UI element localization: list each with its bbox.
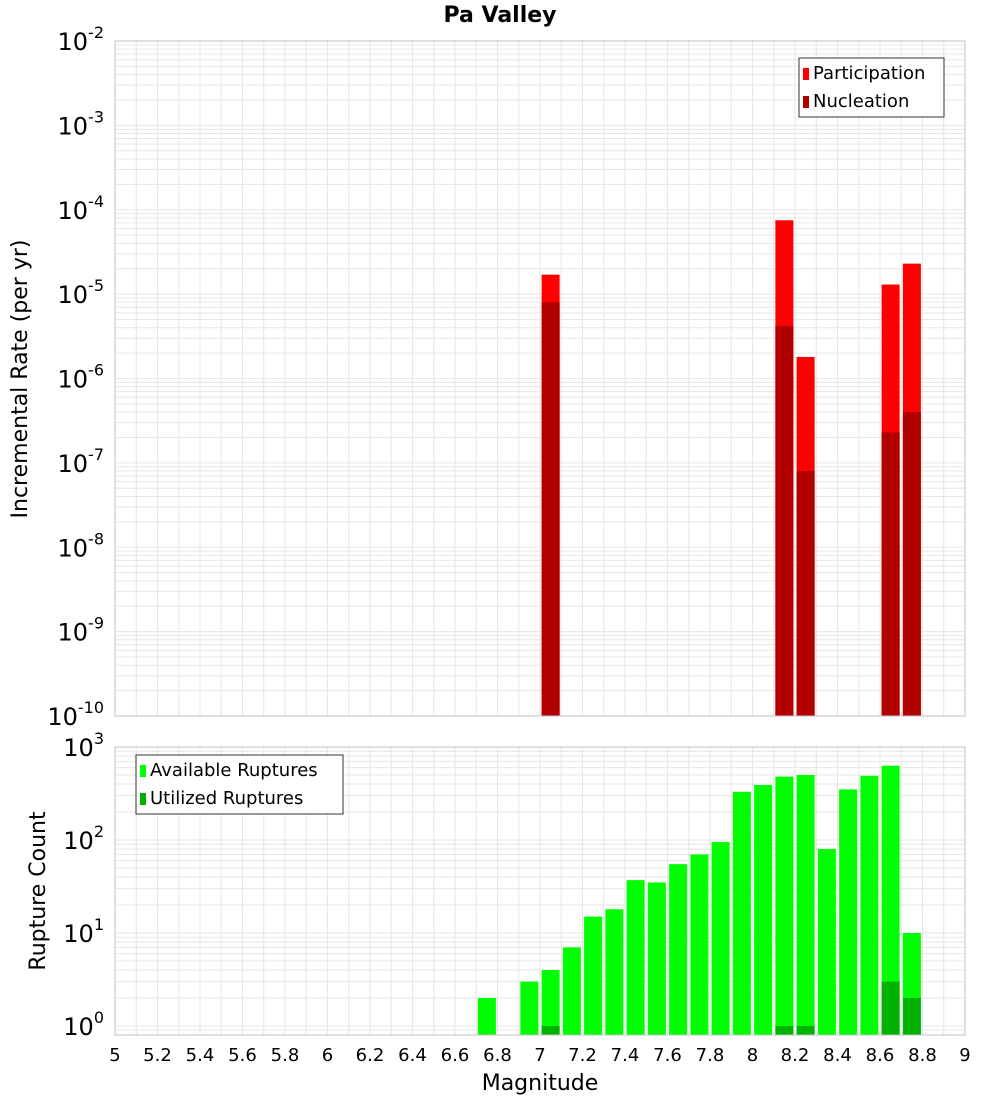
- available-ruptures-bar: [520, 981, 539, 1035]
- x-tick-label: 6.2: [356, 1045, 385, 1066]
- utilized-ruptures-bar: [881, 981, 900, 1035]
- legend-swatch: [803, 68, 809, 80]
- x-tick-label: 8.4: [823, 1045, 852, 1066]
- legend-label: Utilized Ruptures: [150, 788, 303, 809]
- rupture-count-panel: 103 102 101 100 Available Ruptures Utilized R…: [63, 729, 966, 1041]
- x-tick-label: 8.8: [908, 1045, 937, 1066]
- x-axis-label: Magnitude: [482, 1071, 599, 1096]
- nucleation-bar: [796, 471, 815, 716]
- y-tick-label: 10-8: [58, 529, 105, 562]
- y-tick-label: 101: [63, 915, 104, 948]
- x-tick-label: 8.6: [866, 1045, 895, 1066]
- x-tick-label: 6: [322, 1045, 333, 1066]
- utilized-ruptures-bar: [796, 1025, 815, 1035]
- available-ruptures-bar: [584, 916, 603, 1035]
- x-tick-label: 5: [109, 1045, 120, 1066]
- y-tick-label: 10-2: [58, 23, 105, 56]
- x-tick-label: 6.6: [441, 1045, 470, 1066]
- y-tick-label: 10-10: [47, 698, 104, 731]
- available-ruptures-bar: [477, 997, 496, 1035]
- available-ruptures-bar: [562, 947, 581, 1035]
- available-ruptures-bar: [626, 880, 645, 1035]
- y-tick-label: 10-7: [58, 445, 105, 478]
- utilized-ruptures-bar: [541, 1025, 560, 1035]
- available-ruptures-bar: [669, 864, 688, 1035]
- legend-label: Nucleation: [813, 91, 909, 112]
- x-tick-label: 7.8: [696, 1045, 725, 1066]
- y-tick-label: 100: [63, 1008, 104, 1041]
- available-ruptures-bar: [817, 849, 836, 1035]
- x-tick-label: 8.2: [781, 1045, 810, 1066]
- legend-box: [135, 754, 344, 815]
- x-tick-label: 6.8: [483, 1045, 512, 1066]
- x-tick-label: 5.8: [271, 1045, 300, 1066]
- x-tick-label: 8: [747, 1045, 758, 1066]
- x-tick-label: 5.4: [186, 1045, 215, 1066]
- available-ruptures-bar: [796, 774, 815, 1035]
- available-ruptures-bar: [839, 789, 858, 1035]
- x-tick-label: 5.2: [143, 1045, 172, 1066]
- legend-swatch: [803, 96, 809, 108]
- utilized-ruptures-bar: [775, 1025, 794, 1035]
- available-ruptures-bar: [690, 854, 709, 1035]
- available-ruptures-bar: [647, 882, 666, 1035]
- y-tick-label: 10-9: [58, 614, 105, 647]
- legend-swatch: [140, 765, 146, 777]
- available-ruptures-bar: [775, 776, 794, 1035]
- rate-panel: 10-2 10-3 10-4 10-5 10-6 10-7 10-8 10-9 10-10 Par…: [47, 23, 966, 731]
- nucleation-bar: [881, 432, 900, 716]
- x-tick-label: 7.4: [611, 1045, 640, 1066]
- available-ruptures-bar: [711, 842, 730, 1035]
- x-tick-label: 6.4: [398, 1045, 427, 1066]
- legend-rupture: Available Ruptures Utilized Ruptures: [135, 754, 344, 815]
- x-tick-label: 5.6: [228, 1045, 257, 1066]
- legend-rate: Participation Nucleation: [798, 57, 945, 118]
- plot-frame: [114, 40, 966, 717]
- available-ruptures-bar: [605, 909, 624, 1035]
- y-axis-label-rate: Incremental Rate (per yr): [8, 240, 33, 519]
- x-tick-label: 7.2: [568, 1045, 597, 1066]
- available-ruptures-bar: [860, 775, 879, 1035]
- nucleation-bar: [902, 412, 921, 716]
- y-tick-label: 103: [63, 729, 104, 762]
- legend-label: Participation: [813, 63, 925, 84]
- y-tick-label: 102: [63, 822, 104, 855]
- utilized-ruptures-bar: [902, 997, 921, 1035]
- available-ruptures-bar: [732, 791, 751, 1035]
- x-tick-label: 9: [959, 1045, 970, 1066]
- x-axis-ticks: 5 5.2 5.4 5.6 5.8 6 6.2 6.4 6.6 6.8 7 7.2 7.4 7.6 7.8 8…: [109, 1045, 970, 1066]
- y-tick-label: 10-6: [58, 361, 105, 394]
- x-tick-label: 7: [534, 1045, 545, 1066]
- legend-label: Available Ruptures: [150, 760, 318, 781]
- available-ruptures-bar: [754, 785, 773, 1035]
- available-ruptures-bar: [541, 969, 560, 1035]
- y-tick-label: 10-5: [58, 276, 105, 309]
- legend-swatch: [140, 793, 146, 805]
- y-axis-label-rupture-count: Rupture Count: [26, 811, 51, 971]
- y-tick-label: 10-4: [58, 192, 105, 225]
- nucleation-bar: [775, 325, 794, 716]
- chart-title: Pa Valley: [443, 3, 556, 28]
- legend-box: [798, 57, 945, 118]
- nucleation-bar: [541, 302, 560, 716]
- y-tick-label: 10-3: [58, 107, 105, 140]
- available-ruptures-bar: [881, 765, 900, 1035]
- x-tick-label: 7.6: [653, 1045, 682, 1066]
- plot-frame: [114, 746, 966, 1036]
